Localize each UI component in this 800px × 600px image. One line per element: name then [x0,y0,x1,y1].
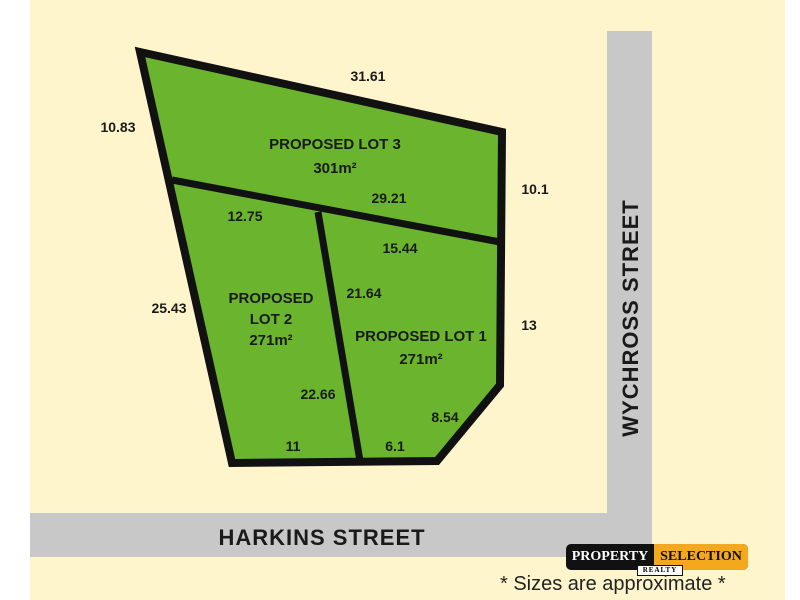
dim-lot3-bottom: 29.21 [371,190,406,206]
wychross-street-label: WYCHROSS STREET [618,199,643,436]
property-selection-logo: PROPERTY SELECTION [566,544,748,570]
lot2-area: 271m² [249,332,292,349]
dim-lot1-left: 21.64 [346,285,381,301]
harkins-street-label: HARKINS STREET [218,525,425,550]
wychross-street-road [607,31,652,557]
dim-lot3-top: 31.61 [350,68,385,84]
lot3-lot-divider [171,176,501,246]
dim-lot1-corner: 8.54 [431,409,458,425]
lot2-name-line2: LOT 2 [250,311,293,328]
dim-lot1-right: 13 [521,317,537,333]
dim-lot2-top: 12.75 [227,208,262,224]
dim-lot2-bottom: 11 [286,438,301,454]
dim-lot3-right: 10.1 [521,181,548,197]
lot2-name-line1: PROPOSED [228,290,313,307]
dim-lot2-right: 22.66 [300,386,335,402]
harkins-street-road [30,513,652,557]
dim-lot1-bottom: 6.1 [385,438,405,454]
lots-boundary [134,46,507,468]
dim-lot1-top: 15.44 [382,240,417,256]
lot1-name: PROPOSED LOT 1 [355,328,487,345]
lot3-name: PROPOSED LOT 3 [269,136,401,153]
dim-lot3-left: 10.83 [100,119,135,135]
lot3-area: 301m² [313,160,356,177]
lot1-area: 271m² [399,351,442,368]
lot2-lot1-divider [314,211,364,462]
logo-part1: PROPERTY [571,549,649,564]
logo-part2: SELECTION [654,544,748,570]
dim-lot2-left: 25.43 [151,300,186,316]
approximate-sizes-note: * Sizes are approximate * [500,573,726,595]
logo-realty: REALTY [637,565,683,576]
